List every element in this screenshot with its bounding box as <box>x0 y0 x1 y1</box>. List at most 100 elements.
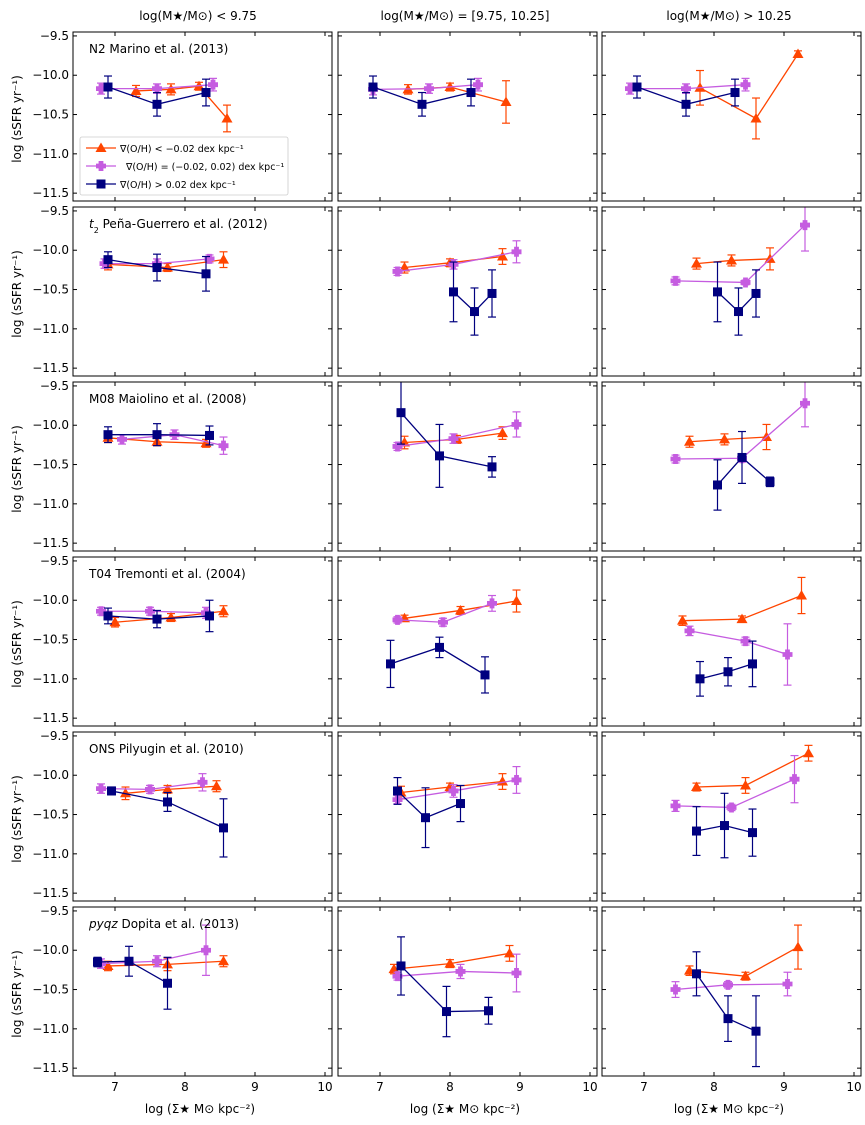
x-tick-label: 10 <box>582 1080 597 1094</box>
panel-r1-c3 <box>601 31 862 202</box>
plus-marker <box>473 79 483 90</box>
plus-marker <box>145 606 155 617</box>
plus-marker <box>511 246 522 257</box>
series-positive <box>396 382 497 488</box>
square-marker <box>632 82 642 92</box>
square-marker <box>751 288 761 298</box>
triangle-marker <box>691 781 702 792</box>
y-tick-label: −10.0 <box>32 243 69 257</box>
triangle-marker <box>726 254 737 265</box>
x-tick-label: 8 <box>181 1080 189 1094</box>
triangle-marker <box>719 433 730 444</box>
legend-box <box>79 136 289 196</box>
panel-frame <box>72 206 333 377</box>
panel-frame <box>337 906 598 1077</box>
legend-marker-steep <box>86 142 116 152</box>
panel-data <box>625 48 804 140</box>
panel-frame <box>337 731 598 902</box>
panel-frame <box>601 381 862 552</box>
plus-marker <box>511 774 522 785</box>
y-tick-label: −9.5 <box>40 204 69 218</box>
y-tick-label: −11.5 <box>32 186 69 200</box>
series-line-steep <box>696 752 809 788</box>
y-tick-label: −11.0 <box>32 847 69 861</box>
series-positive <box>396 936 493 1038</box>
panel-data <box>392 240 522 336</box>
plus-marker <box>800 220 810 231</box>
square-marker <box>152 263 162 273</box>
square-marker <box>163 797 172 807</box>
panel-r6-c1: 7 8 9 10 −9.5 −10.0 −10.5 −11.0 −11.5 pyqz Dopita… <box>32 904 332 1094</box>
series-steep <box>691 247 776 271</box>
y-tick-label: −11.5 <box>32 361 69 375</box>
triangle-marker <box>218 605 229 616</box>
square-marker <box>103 82 113 92</box>
square-marker <box>730 88 740 98</box>
y-tick-label: −11.0 <box>32 497 69 511</box>
series-steep <box>694 48 804 140</box>
triangle-marker <box>500 96 512 106</box>
square-marker <box>470 307 479 317</box>
series-flat <box>625 77 751 95</box>
panel-frame <box>337 381 598 552</box>
triangle-marker <box>792 48 804 59</box>
triangle-marker <box>218 254 229 264</box>
y-tick-label: −11.5 <box>32 886 69 900</box>
panel-r5-c3 <box>601 731 862 902</box>
square-marker <box>695 674 705 684</box>
triangle-marker <box>497 251 508 261</box>
panel-r6-c3: 7 8 9 10 <box>601 906 862 1094</box>
plus-marker <box>152 83 162 94</box>
triangle-marker <box>444 958 456 968</box>
square-marker <box>765 477 775 487</box>
panel-data <box>96 599 229 633</box>
row-calibration-label: pyqz Dopita et al. (2013) <box>88 917 239 931</box>
y-tick-label: −11.0 <box>32 322 69 336</box>
series-flat <box>96 77 218 95</box>
series-positive <box>107 786 228 858</box>
plus-marker <box>392 441 403 452</box>
plus-marker <box>96 783 106 794</box>
square-marker <box>152 614 162 624</box>
panel-frame <box>337 556 598 727</box>
square-marker <box>219 823 228 833</box>
x-tick-label: 9 <box>780 1080 788 1094</box>
panel-r2-c3 <box>601 206 862 377</box>
series-flat <box>670 971 793 998</box>
panel-r4-c1: −9.5 −10.0 −10.5 −11.0 −11.5 T04 Tremonti et … <box>32 554 333 727</box>
triangle-marker <box>102 960 114 970</box>
plus-marker <box>117 434 127 445</box>
triangle-marker <box>803 747 814 758</box>
y-tick-label: −9.5 <box>40 729 69 743</box>
plus-marker <box>487 598 497 609</box>
y-axis-label: log (sSFR yr⁻¹) <box>10 950 24 1038</box>
row-calibration-label: T04 Tremonti et al. (2004) <box>88 567 246 581</box>
square-marker <box>396 961 406 971</box>
panel-data <box>99 251 229 292</box>
plus-marker <box>448 433 459 444</box>
y-tick-label: −10.5 <box>32 108 69 122</box>
triangle-marker <box>792 941 804 952</box>
series-steep <box>684 423 772 451</box>
square-marker <box>484 1006 493 1016</box>
panel-data <box>670 382 810 511</box>
panel-r4-c3 <box>601 556 862 727</box>
plus-marker <box>96 83 106 94</box>
x-axis-label: log (Σ★ M⊙ kpc⁻²) <box>145 1102 255 1116</box>
panel-r3-c3 <box>601 381 862 552</box>
panel-data <box>392 382 522 488</box>
panel-frame <box>72 381 333 552</box>
plus-marker <box>392 266 403 277</box>
plus-marker <box>670 800 681 811</box>
y-tick-label: −10.5 <box>32 983 69 997</box>
triangle-marker <box>796 590 807 600</box>
plus-marker <box>681 83 691 94</box>
series-positive <box>103 599 214 633</box>
y-axis-label: log (sSFR yr⁻¹) <box>10 600 24 688</box>
plus-marker <box>670 984 681 995</box>
square-marker <box>124 956 134 966</box>
panel-data <box>93 924 229 1010</box>
y-tick-label: −9.5 <box>40 379 69 393</box>
row-calibration-label: M08 Maiolino et al. (2008) <box>89 392 246 406</box>
plus-marker <box>670 454 681 465</box>
